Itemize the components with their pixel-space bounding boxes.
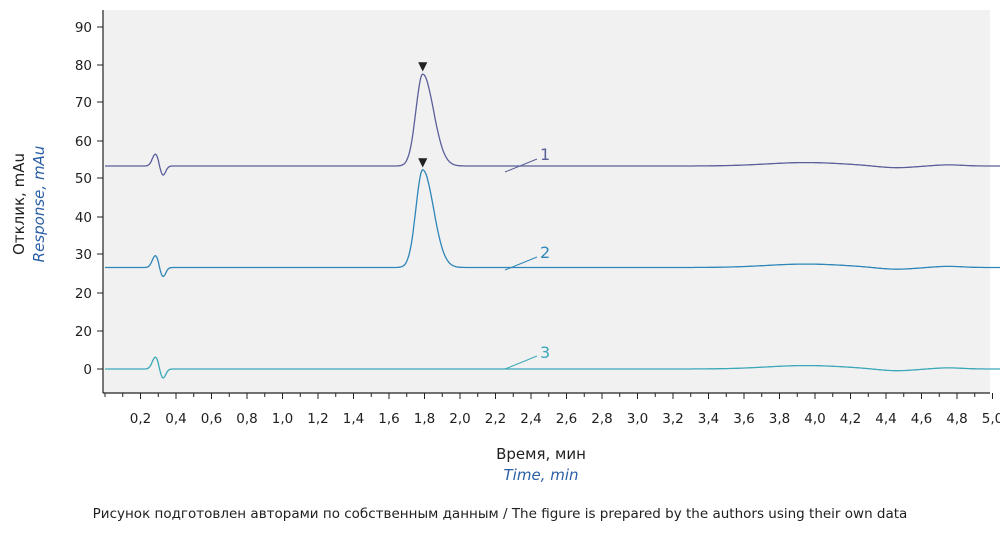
y-tick-label: 20 xyxy=(75,324,92,340)
trace-label-leader xyxy=(504,256,538,271)
x-tick-label: 0,2 xyxy=(130,411,151,427)
x-tick-label: 2,6 xyxy=(556,411,577,427)
x-tick-label: 0,8 xyxy=(236,411,257,427)
peak-marker-icon: ▼ xyxy=(418,59,428,73)
x-tick-label: 1,2 xyxy=(307,411,328,427)
figure-caption: Рисунок подготовлен авторами по собствен… xyxy=(92,506,908,522)
trace-label-leader xyxy=(504,158,538,173)
y-axis-ticks: 0 20 20 30 40 50 60 70 80 90 xyxy=(75,20,103,378)
y-tick-label: 20 xyxy=(75,286,92,302)
trace-label-2: 2 xyxy=(540,243,550,262)
trace-label-3: 3 xyxy=(540,343,550,362)
x-tick-label: 3,6 xyxy=(733,411,754,427)
x-axis-title: Время, мин xyxy=(496,445,586,463)
x-axis-title-en: Time, min xyxy=(504,466,579,484)
trace-2 xyxy=(105,169,1000,278)
x-axis-ticks: 0,2 0,4 0,6 0,8 1,0 1,2 1,4 1,6 1,8 2,0 2,2 2,4 2,6 2… xyxy=(104,393,1000,427)
y-axis-title-en: Response, mAu xyxy=(30,146,48,263)
axes xyxy=(102,10,990,394)
y-tick-label: 60 xyxy=(75,134,92,150)
plot-area xyxy=(103,10,990,393)
trace-label-leader xyxy=(504,355,538,370)
x-tick-label: 1,8 xyxy=(414,411,435,427)
y-tick-label: 30 xyxy=(75,247,92,263)
x-tick-label: 1,4 xyxy=(343,411,364,427)
y-tick-label: 80 xyxy=(75,58,92,74)
x-tick-label: 2,0 xyxy=(449,411,470,427)
x-tick-label: 4,0 xyxy=(804,411,825,427)
x-tick-label: 0,6 xyxy=(201,411,222,427)
x-tick-label: 0,4 xyxy=(165,411,186,427)
peak-marker-icon: ▼ xyxy=(418,155,428,169)
x-tick-label: 4,6 xyxy=(911,411,932,427)
y-tick-label: 0 xyxy=(83,362,92,378)
traces: ▼ 1 ▼ 2 3 xyxy=(105,59,1000,379)
trace-label-1: 1 xyxy=(540,145,550,164)
x-tick-label: 1,6 xyxy=(378,411,399,427)
x-tick-label: 4,4 xyxy=(875,411,896,427)
x-tick-label: 4,8 xyxy=(946,411,967,427)
x-tick-label: 3,2 xyxy=(662,411,683,427)
x-tick-label: 3,8 xyxy=(769,411,790,427)
x-tick-label: 3,0 xyxy=(627,411,648,427)
x-tick-label: 2,8 xyxy=(591,411,612,427)
y-tick-label: 50 xyxy=(75,171,92,187)
y-tick-label: 40 xyxy=(75,210,92,226)
chromatogram-chart: 0 20 20 30 40 50 60 70 80 90 0,2 0,4 0,6 0,8 1,0 1,2 1,… xyxy=(10,10,1000,484)
trace-3 xyxy=(105,356,1000,379)
x-tick-label: 5,0 xyxy=(982,411,1000,427)
x-tick-label: 2,4 xyxy=(520,411,541,427)
x-tick-label: 4,2 xyxy=(840,411,861,427)
y-axis-title: Отклик, mAu xyxy=(10,153,28,255)
y-tick-label: 90 xyxy=(75,20,92,36)
y-tick-label: 70 xyxy=(75,95,92,111)
trace-1 xyxy=(105,73,1000,176)
x-tick-label: 1,0 xyxy=(272,411,293,427)
x-tick-label: 2,2 xyxy=(485,411,506,427)
x-tick-label: 3,4 xyxy=(698,411,719,427)
